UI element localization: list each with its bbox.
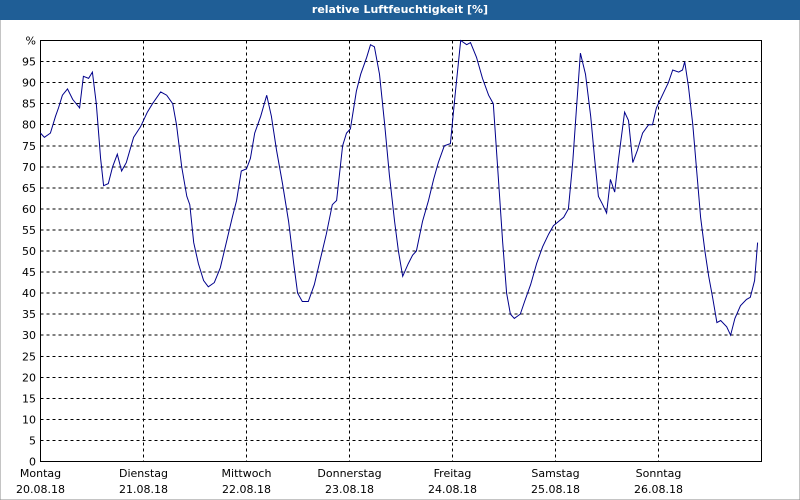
x-tick-date: 23.08.18 (325, 483, 374, 496)
y-tick-label: 55 (22, 224, 36, 237)
x-tick-label: Freitag (434, 467, 472, 480)
x-tick-date: 25.08.18 (531, 483, 580, 496)
y-tick-label: 65 (22, 182, 36, 195)
y-tick-label: 10 (22, 413, 36, 426)
x-tick-date: 26.08.18 (634, 483, 683, 496)
y-tick-label: 30 (22, 329, 36, 342)
y-tick-label: 90 (22, 77, 36, 90)
data-line (40, 39, 759, 337)
y-tick-label: 70 (22, 161, 36, 174)
y-tick-label: 15 (22, 392, 36, 405)
title-bar (0, 0, 800, 20)
x-tick-date: 20.08.18 (16, 483, 65, 496)
y-tick-label: 60 (22, 203, 36, 216)
x-tick-label: Montag (20, 467, 61, 480)
x-tick-date: 21.08.18 (119, 483, 168, 496)
y-tick-label: 35 (22, 308, 36, 321)
x-tick-label: Donnerstag (317, 467, 381, 480)
y-tick-label: 80 (22, 119, 36, 132)
y-tick-label: 20 (22, 371, 36, 384)
y-tick-label: 40 (22, 287, 36, 300)
y-tick-label: 5 (29, 434, 36, 447)
chart-title: relative Luftfeuchtigkeit [%] (312, 3, 488, 16)
y-tick-label: 0 (29, 456, 36, 469)
y-tick-label: 50 (22, 245, 36, 258)
y-tick-label: % (26, 35, 36, 48)
x-tick-date: 24.08.18 (428, 483, 477, 496)
x-tick-label: Samstag (531, 467, 579, 480)
y-tick-label: 25 (22, 350, 36, 363)
x-tick-label: Mittwoch (222, 467, 272, 480)
y-tick-label: 85 (22, 98, 36, 111)
x-tick-label: Sonntag (636, 467, 682, 480)
x-tick-date: 22.08.18 (222, 483, 271, 496)
x-tick-label: Dienstag (119, 467, 168, 480)
y-tick-label: 95 (22, 56, 36, 69)
y-tick-label: 45 (22, 266, 36, 279)
y-tick-label: 75 (22, 140, 36, 153)
